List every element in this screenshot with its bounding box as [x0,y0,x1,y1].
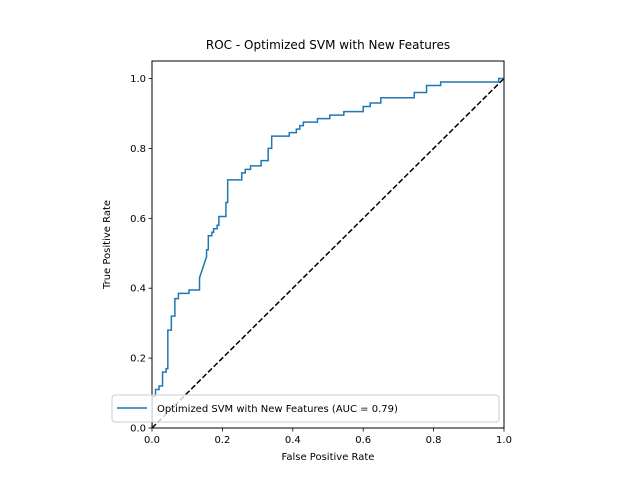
axes-frame [151,60,505,429]
chart-title: ROC - Optimized SVM with New Features [206,38,450,52]
x-tick-label: 0.0 [144,435,160,446]
x-tick-label: 0.4 [285,435,301,446]
y-tick-label: 0.6 [130,214,146,225]
y-tick-label: 1.0 [130,74,146,85]
x-axis-label: False Positive Rate [282,452,375,463]
y-tick-label: 0.2 [130,354,146,365]
y-tick-label: 0.0 [130,424,146,435]
plot-area [152,77,504,428]
x-tick-label: 0.6 [355,435,371,446]
y-tick-label: 0.8 [130,144,146,155]
legend-box [111,394,500,423]
x-tick-label: 0.2 [214,435,230,446]
y-tick-label: 0.4 [130,284,146,295]
chance-diagonal-line [152,77,504,428]
x-tick-label: 1.0 [496,435,512,446]
tick-layer: 0.0 0.2 0.4 0.6 0.8 1.0 0.0 0.2 0.4 0.6 0.8 1.0 [130,74,512,446]
legend-label-svm: Optimized SVM with New Features (AUC = 0… [157,404,398,415]
legend: Optimized SVM with New Features (AUC = 0… [111,394,500,423]
x-tick-label: 0.8 [426,435,442,446]
roc-curve-svm [152,77,504,428]
y-axis-label: True Positive Rate [102,200,113,290]
